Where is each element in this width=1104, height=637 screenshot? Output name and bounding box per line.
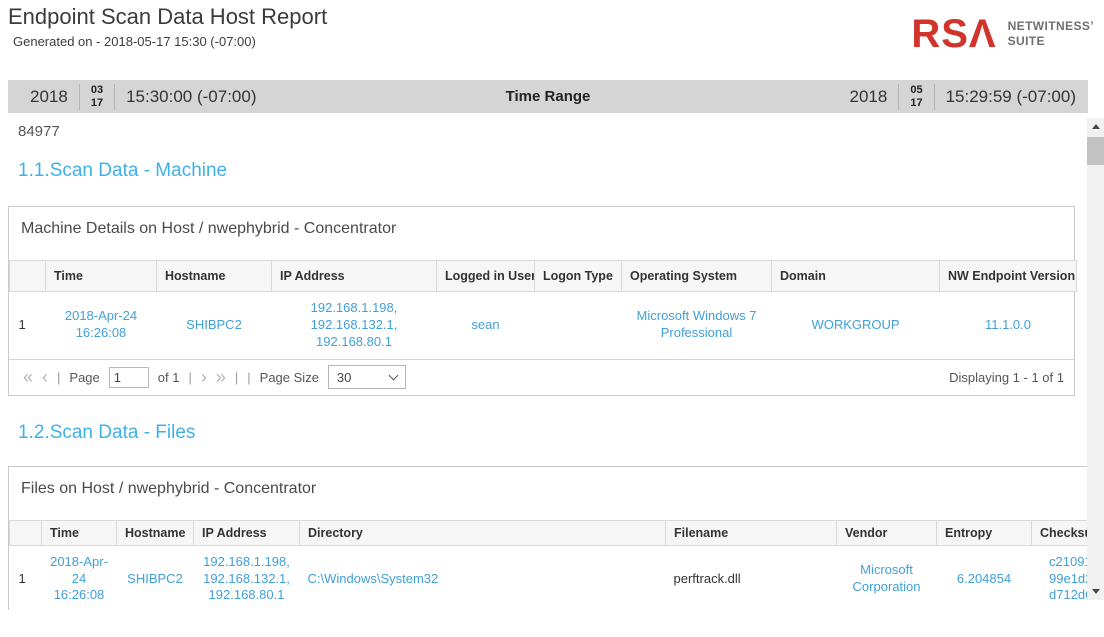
files-table-title: Files on Host / nwephybrid - Concentrato…: [21, 479, 317, 497]
end-month-day: 05 17: [910, 84, 922, 108]
machine-os-cell[interactable]: Microsoft Windows 7 Professional: [621, 290, 772, 359]
page-label: Page: [69, 369, 100, 385]
file-filename-cell: perftrack.dll: [665, 544, 837, 610]
machine-table-row: 1 2018-Apr-24 16:26:08 SHIBPC2 192.168.1…: [9, 290, 1077, 359]
col-header-filename: Filename: [665, 519, 837, 546]
displaying-label: Displaying 1 - 1 of 1: [949, 369, 1064, 385]
files-table-row: 1 2018-Apr-24 16:26:08 SHIBPC2 192.168.1…: [9, 544, 1104, 610]
machine-ip-cell[interactable]: 192.168.1.198, 192.168.132.1, 192.168.80…: [271, 290, 437, 359]
pager-separator: |: [188, 369, 192, 385]
vertical-scrollbar[interactable]: [1087, 118, 1104, 600]
end-year: 2018: [849, 86, 888, 106]
machine-logon-type-cell: [534, 290, 622, 359]
col-header-ip-address: IP Address: [271, 260, 437, 292]
col-header-directory: Directory: [299, 519, 666, 546]
start-month-day: 03 17: [91, 84, 103, 108]
report-body: 84977 1.1.Scan Data - Machine Machine De…: [0, 117, 1104, 610]
end-time: 15:29:59 (-07:00): [945, 86, 1076, 106]
start-year: 2018: [30, 86, 68, 106]
prev-page-icon[interactable]: ‹: [42, 367, 49, 388]
scroll-up-button[interactable]: [1087, 118, 1104, 135]
report-header: Endpoint Scan Data Host Report Generated…: [0, 0, 1104, 62]
col-header-hostname: Hostname: [156, 260, 272, 292]
scroll-down-button[interactable]: [1087, 583, 1104, 600]
pager-separator: |: [234, 369, 239, 385]
logo-brand-text: NETWITNESS’ SUITE: [1008, 19, 1094, 49]
row-index: 1: [9, 544, 42, 610]
time-range-label: Time Range: [505, 88, 591, 105]
start-month: 03: [90, 84, 104, 97]
row-index: 1: [9, 290, 46, 359]
col-header-domain: Domain: [771, 260, 940, 292]
scrollbar-thumb[interactable]: [1087, 137, 1104, 165]
col-header-entropy: Entropy: [936, 519, 1032, 546]
report-id: 84977: [18, 123, 60, 140]
page-size-value: 30: [336, 369, 352, 385]
col-header-nw-endpoint-version: NW Endpoint Version: [939, 260, 1077, 292]
col-header-logon-type: Logon Type: [534, 260, 622, 292]
file-ip-cell[interactable]: 192.168.1.198, 192.168.132.1, 192.168.80…: [193, 544, 300, 610]
report-title-block: Endpoint Scan Data Host Report Generated…: [8, 4, 327, 49]
page-of-label: of 1: [157, 369, 180, 385]
divider: [898, 83, 900, 110]
pager-separator: |: [247, 369, 251, 385]
start-day: 17: [90, 96, 104, 109]
last-page-icon[interactable]: »: [215, 367, 226, 388]
file-time-cell[interactable]: 2018-Apr-24 16:26:08: [41, 544, 117, 610]
machine-header-row: Time Hostname IP Address Logged in User …: [9, 260, 1077, 292]
divider: [78, 83, 80, 110]
col-header-ip-address: IP Address: [193, 519, 300, 546]
scroll-down-icon: [1091, 589, 1100, 594]
machine-table-title: Machine Details on Host / nwephybrid - C…: [21, 220, 397, 237]
rsa-netwitness-logo: RSΛ NETWITNESS’ SUITE: [911, 14, 1094, 54]
pager-separator: |: [57, 369, 61, 385]
machine-nw-version-cell[interactable]: 11.1.0.0: [939, 290, 1077, 359]
start-time: 15:30:00 (-07:00): [126, 86, 257, 106]
col-header-time: Time: [41, 519, 117, 546]
machine-table: Time Hostname IP Address Logged in User …: [9, 260, 1077, 359]
machine-time-cell[interactable]: 2018-Apr-24 16:26:08: [45, 290, 157, 359]
col-header-index: [9, 260, 46, 292]
machine-domain-cell[interactable]: WORKGROUP: [771, 290, 940, 359]
page-size-label: Page Size: [259, 369, 319, 385]
chevron-down-icon: [388, 370, 399, 381]
machine-details-panel: Machine Details on Host / nwephybrid - C…: [8, 206, 1077, 396]
files-panel: Files on Host / nwephybrid - Concentrato…: [8, 465, 1104, 610]
files-table: Time Hostname IP Address Directory Filen…: [9, 519, 1104, 610]
machine-hostname-cell[interactable]: SHIBPC2: [156, 290, 272, 359]
time-range-end: 2018 05 17 15:29:59 (-07:00): [849, 83, 1076, 110]
scroll-up-icon: [1091, 124, 1100, 129]
time-range-bar: 2018 03 17 15:30:00 (-07:00) Time Range …: [8, 80, 1088, 113]
page-size-select[interactable]: 30: [327, 365, 406, 390]
col-header-logged-in-user: Logged in User: [436, 260, 535, 292]
pagination-bar: « ‹ | Page of 1 | › » | | Page Size 30 D…: [9, 358, 1074, 395]
logo-brand-line2: SUITE: [1007, 34, 1045, 48]
col-header-vendor: Vendor: [836, 519, 937, 546]
file-entropy-cell[interactable]: 6.204854: [936, 544, 1032, 610]
col-header-hostname: Hostname: [116, 519, 194, 546]
time-range-start: 2018 03 17 15:30:00 (-07:00): [30, 83, 257, 110]
end-month: 05: [910, 84, 923, 97]
first-page-icon[interactable]: «: [23, 367, 34, 388]
col-header-index: [9, 519, 42, 546]
logo-brand-line1: NETWITNESS’: [1007, 19, 1094, 33]
divider: [933, 83, 935, 110]
rsa-logo-icon: RSΛ: [911, 12, 997, 56]
section-heading-files: 1.2.Scan Data - Files: [18, 421, 196, 443]
divider: [114, 83, 116, 110]
col-header-operating-system: Operating System: [621, 260, 772, 292]
page-number-input[interactable]: [108, 366, 149, 388]
next-page-icon[interactable]: ›: [200, 367, 207, 388]
file-vendor-cell[interactable]: Microsoft Corporation: [836, 544, 937, 610]
end-day: 17: [910, 96, 923, 109]
page-title: Endpoint Scan Data Host Report: [8, 4, 328, 29]
section-heading-machine: 1.1.Scan Data - Machine: [18, 160, 228, 181]
files-header-row: Time Hostname IP Address Directory Filen…: [9, 519, 1104, 546]
col-header-time: Time: [45, 260, 157, 292]
generated-on-label: Generated on - 2018-05-17 15:30 (-07:00): [13, 34, 256, 50]
machine-logged-in-user-cell[interactable]: sean: [436, 290, 535, 359]
file-directory-cell[interactable]: C:\Windows\System32: [299, 544, 666, 610]
file-hostname-cell[interactable]: SHIBPC2: [116, 544, 194, 610]
file-checksum-value: c2109199e1d2d712d6: [1049, 553, 1093, 603]
